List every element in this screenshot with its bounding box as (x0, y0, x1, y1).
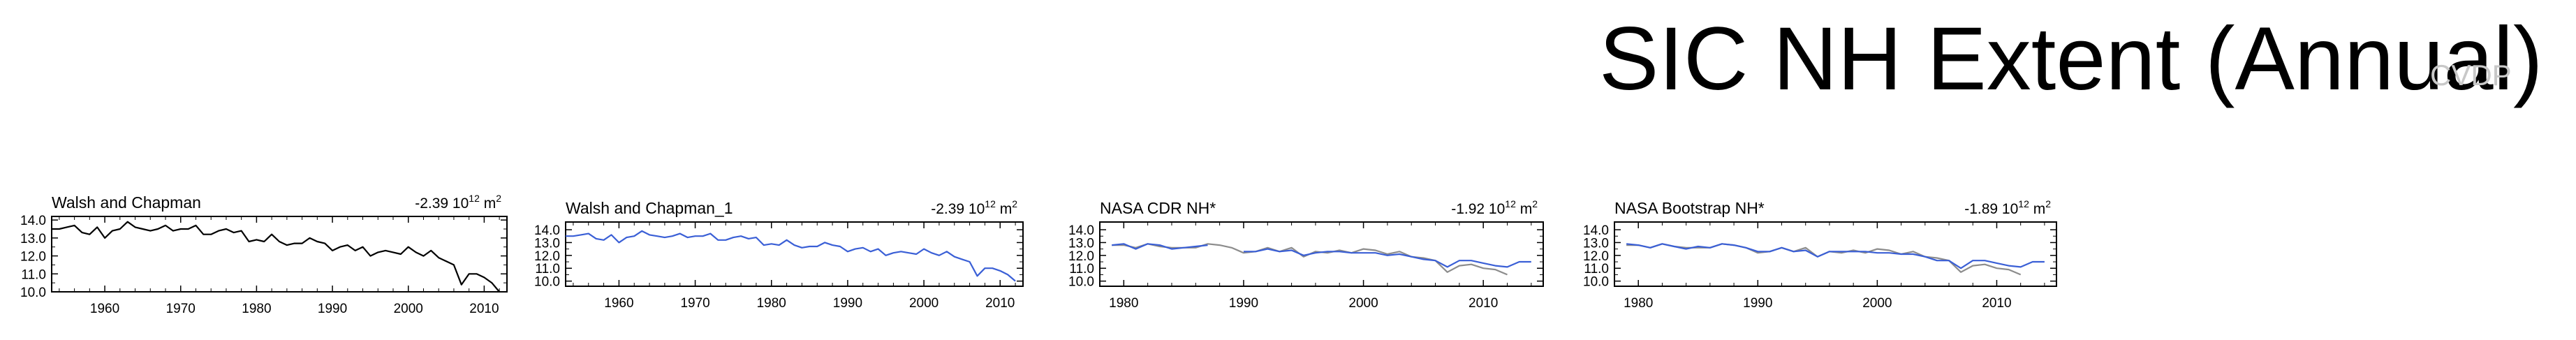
trend-label: -1.89 1012 m2 (1964, 198, 2051, 217)
x-tick-label: 1980 (1109, 296, 1138, 311)
x-tick-label: 2000 (1862, 296, 1892, 311)
series-line-1 (52, 221, 500, 293)
chart-title: Walsh and Chapman (52, 193, 201, 212)
x-tick-label: 2010 (1469, 296, 1498, 311)
chart-title: NASA CDR NH* (1100, 199, 1216, 217)
y-tick-label: 13.0 (20, 232, 46, 246)
x-tick-label: 1990 (833, 296, 862, 311)
x-tick-label: 1980 (1624, 296, 1653, 311)
x-tick-label: 1970 (166, 302, 196, 316)
chart-panel-1: Walsh and Chapman -2.39 1012 m2 10.0 11.0 12… (20, 193, 508, 316)
y-tick-label: 12.0 (1583, 249, 1609, 264)
y-tick-label: 10.0 (1068, 275, 1094, 290)
x-tick-label: 1980 (757, 296, 786, 311)
series-line-1 (566, 230, 1016, 282)
trend-label: -1.92 1012 m2 (1451, 198, 1538, 217)
chart-panel-3: NASA CDR NH* -1.92 1012 m2 10.011.012.013.… (1068, 198, 1544, 311)
x-tick-label: 2010 (985, 296, 1015, 311)
x-tick-label: 1960 (604, 296, 633, 311)
y-tick-label: 12.0 (20, 250, 46, 265)
y-tick-label: 10.0 (20, 286, 46, 300)
y-tick-label: 11.0 (1584, 262, 1609, 276)
x-tick-label: 1990 (1743, 296, 1772, 311)
trend-label: -2.39 1012 m2 (415, 193, 501, 212)
y-tick-label: 10.0 (534, 275, 560, 290)
y-tick-label: 14.0 (1583, 223, 1609, 238)
y-tick-label: 10.0 (1583, 275, 1609, 290)
chart-panel-2: Walsh and Chapman_1 -2.39 1012 m2 10.011.0… (534, 198, 1024, 311)
series-line-2 (1112, 243, 1531, 268)
y-tick-label: 14.0 (534, 223, 560, 238)
chart-frame (565, 221, 1024, 287)
chart-frame (1099, 221, 1544, 287)
x-tick-label: 2000 (1348, 296, 1378, 311)
x-tick-label: 2010 (469, 302, 499, 316)
x-tick-label: 1960 (90, 302, 119, 316)
y-tick-label: 13.0 (534, 236, 560, 251)
chart-frame (1614, 221, 2057, 287)
y-tick-label: 14.0 (20, 214, 46, 228)
y-tick-label: 13.0 (1068, 236, 1094, 251)
chart-title: Walsh and Chapman_1 (566, 199, 733, 217)
x-tick-label: 1980 (242, 302, 271, 316)
x-tick-label: 1970 (680, 296, 709, 311)
x-tick-label: 2010 (1982, 296, 2011, 311)
chart-title: NASA Bootstrap NH* (1614, 199, 1765, 217)
watermark-text: CVDP (2430, 59, 2512, 91)
chart-frame (51, 216, 508, 293)
x-tick-label: 1990 (1229, 296, 1258, 311)
x-tick-label: 1990 (318, 302, 347, 316)
y-tick-label: 11.0 (1069, 262, 1094, 276)
trend-label: -2.39 1012 m2 (931, 198, 1017, 217)
series-line-2 (1626, 243, 2045, 269)
chart-panel-4: NASA Bootstrap NH* -1.89 1012 m210.011.01… (1583, 198, 2057, 311)
x-tick-label: 2000 (909, 296, 939, 311)
y-tick-label: 11.0 (535, 262, 560, 276)
x-tick-label: 2000 (394, 302, 423, 316)
y-tick-label: 12.0 (1068, 249, 1094, 264)
y-tick-label: 14.0 (1068, 223, 1094, 238)
y-tick-label: 12.0 (534, 249, 560, 264)
figure-title: SIC NH Extent (Annual) (1599, 9, 2543, 109)
y-tick-label: 13.0 (1583, 236, 1609, 251)
y-tick-label: 11.0 (21, 267, 46, 282)
